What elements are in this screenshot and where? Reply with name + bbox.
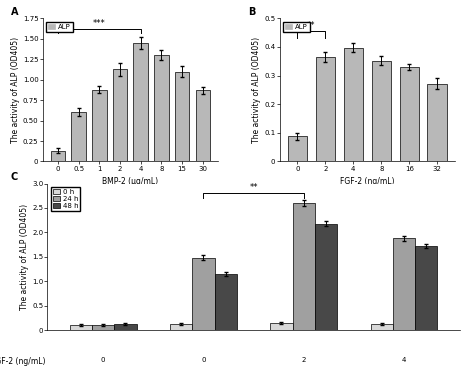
Bar [371, 324, 393, 330]
Bar [92, 90, 107, 161]
Bar [315, 224, 337, 330]
Bar [400, 67, 419, 161]
X-axis label: FGF-2 (ng/mL): FGF-2 (ng/mL) [340, 177, 394, 186]
Legend: ALP: ALP [283, 22, 310, 32]
Legend: 0 h, 24 h, 48 h: 0 h, 24 h, 48 h [51, 187, 81, 211]
Text: **: ** [249, 183, 258, 192]
Text: C: C [10, 172, 18, 182]
Bar [154, 55, 169, 161]
Bar [114, 324, 137, 330]
Bar [175, 72, 189, 161]
Text: A: A [11, 7, 18, 17]
Text: 0: 0 [201, 357, 206, 363]
Text: FGF-2 (ng/mL): FGF-2 (ng/mL) [0, 357, 45, 366]
X-axis label: BMP-2 (μg/mL): BMP-2 (μg/mL) [102, 177, 158, 186]
Bar [134, 43, 148, 161]
Bar [316, 57, 335, 161]
Bar [288, 136, 307, 161]
Text: B: B [248, 7, 255, 17]
Bar [170, 324, 192, 330]
Bar [113, 69, 127, 161]
Bar [292, 203, 315, 330]
Bar [51, 151, 65, 161]
Bar [215, 274, 237, 330]
Bar [192, 258, 215, 330]
Text: 0: 0 [101, 357, 105, 363]
Text: ***: *** [93, 19, 106, 28]
Bar [92, 326, 114, 330]
Bar [415, 246, 438, 330]
Bar [428, 84, 447, 161]
Bar [393, 238, 415, 330]
Bar [372, 61, 391, 161]
Y-axis label: The activity of ALP (OD405): The activity of ALP (OD405) [253, 37, 262, 143]
Text: **: ** [307, 21, 316, 30]
Bar [70, 326, 92, 330]
Bar [196, 90, 210, 161]
Legend: ALP: ALP [46, 22, 73, 32]
Bar [270, 323, 292, 330]
Bar [72, 112, 86, 161]
Y-axis label: The activity of ALP (OD405): The activity of ALP (OD405) [11, 37, 20, 143]
Y-axis label: The activity of ALP (OD405): The activity of ALP (OD405) [20, 204, 29, 310]
Text: 4: 4 [402, 357, 406, 363]
Text: 2: 2 [301, 357, 306, 363]
Bar [344, 48, 363, 161]
